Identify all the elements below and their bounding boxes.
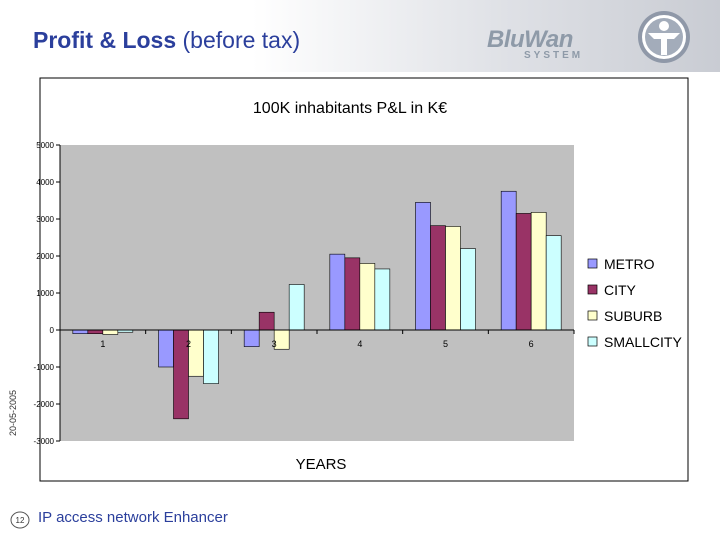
bar-city-4: [344, 257, 361, 331]
y-tick-label: -2000: [34, 400, 55, 409]
bar-smallcity-6: [545, 235, 562, 331]
bar-smallcity-2: [203, 329, 219, 384]
y-tick-label: 4000: [36, 178, 54, 187]
y-tick-label: -3000: [34, 437, 55, 446]
x-tick-label: 1: [100, 339, 105, 349]
slide-header: Profit & Loss (before tax) BluWan SYSTEM: [0, 0, 720, 72]
bluwan-logo: BluWan SYSTEM: [487, 28, 597, 68]
slide-title: Profit & Loss (before tax): [33, 27, 300, 54]
page-number-badge: 12: [10, 511, 30, 529]
y-tick-label: 2000: [36, 252, 54, 261]
y-tick-label: -1000: [34, 363, 55, 372]
legend-swatch-smallcity: [587, 336, 598, 347]
bar-smallcity-5: [460, 248, 476, 331]
x-tick-label: 2: [186, 339, 191, 349]
bar-suburb-6: [530, 212, 547, 331]
page-number: 12: [16, 516, 25, 525]
chart-title: 100K inhabitants P&L in K€: [253, 100, 447, 117]
plot-area: [60, 145, 574, 441]
bar-city-1: [87, 329, 104, 334]
bar-smallcity-3: [288, 284, 305, 331]
bar-suburb-5: [445, 226, 461, 331]
bar-metro-4: [329, 253, 346, 331]
emblem-icon: [638, 11, 690, 63]
bar-suburb-1: [102, 329, 119, 335]
bar-city-3: [258, 311, 275, 331]
legend-label-metro: METRO: [604, 256, 655, 272]
legend-swatch-suburb: [587, 310, 598, 321]
bar-city-6: [515, 213, 532, 331]
bar-metro-2: [158, 329, 174, 368]
bar-metro-6: [500, 190, 517, 331]
logo-main-text: BluWan: [487, 26, 573, 53]
bar-suburb-2: [188, 329, 204, 377]
y-tick-label: 5000: [36, 141, 54, 150]
bar-metro-3: [243, 329, 260, 347]
slide-title-sub: (before tax): [182, 27, 301, 53]
footer-text: IP access network Enhancer: [38, 509, 228, 526]
legend-swatch-city: [587, 284, 598, 295]
y-tick-label: 0: [50, 326, 55, 335]
bar-city-5: [430, 225, 446, 331]
y-tick-label: 1000: [36, 289, 54, 298]
x-tick-label: 5: [443, 339, 448, 349]
date-text: 20-05-2005: [8, 389, 18, 436]
slide-title-main: Profit & Loss: [33, 27, 177, 53]
bar-smallcity-4: [374, 268, 391, 331]
legend-label-city: CITY: [604, 282, 637, 298]
legend-label-smallcity: SMALLCITY: [604, 334, 682, 350]
bar-suburb-4: [359, 263, 376, 331]
bar-metro-1: [72, 329, 89, 334]
x-tick-label: 4: [357, 339, 362, 349]
x-axis-title: YEARS: [296, 456, 347, 473]
y-tick-label: 3000: [36, 215, 54, 224]
x-tick-label: 6: [529, 339, 534, 349]
legend-label-suburb: SUBURB: [604, 308, 662, 324]
bar-metro-5: [415, 202, 431, 331]
legend-swatch-metro: [587, 258, 598, 269]
logo-sub-text: SYSTEM: [524, 50, 584, 61]
x-tick-label: 3: [272, 339, 277, 349]
